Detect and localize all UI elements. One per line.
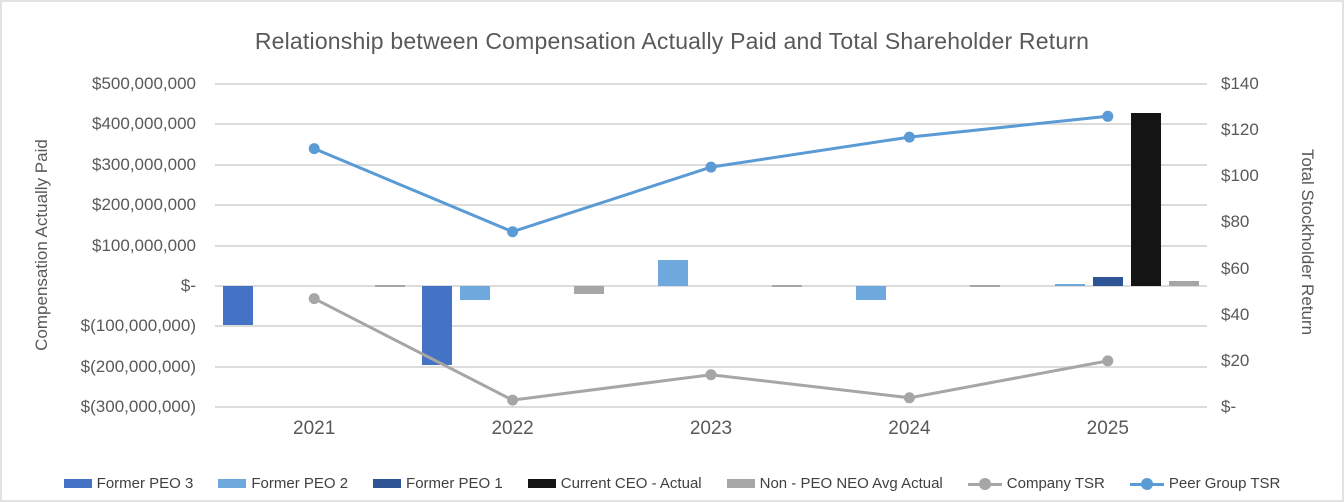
legend-bar-swatch <box>63 479 92 488</box>
bar-non-peo-neo-avg-actual-2023 <box>772 284 802 287</box>
peer-group-tsr-line <box>313 114 1108 234</box>
line-series-layer <box>308 110 1114 406</box>
right-axis-tick: $80 <box>1221 212 1250 232</box>
legend-item-company-tsr: Company TSR <box>967 475 1105 492</box>
peer-group-tsr-marker-2025 <box>1102 110 1114 122</box>
legend-marker-dot <box>1140 477 1153 490</box>
bar-non-peo-neo-avg-actual-2024 <box>970 285 1001 288</box>
legend-label: Non - PEO NEO Avg Actual <box>759 475 943 492</box>
left-axis-tick: $(200,000,000) <box>80 356 196 376</box>
left-axis-tick: $300,000,000 <box>92 154 196 174</box>
left-axis-tick: $- <box>180 275 196 295</box>
gridline <box>215 284 1207 287</box>
bar-former-peo-2-2023 <box>658 260 688 286</box>
right-axis-tick: $20 <box>1221 350 1250 370</box>
legend-marker-dot <box>978 477 991 490</box>
bar-former-peo-2-2022 <box>459 285 490 301</box>
company-tsr-marker-2024 <box>903 392 915 404</box>
right-axis-tick: $60 <box>1221 258 1250 278</box>
x-axis-label-2025: 2025 <box>1086 418 1129 439</box>
legend-item-former-peo-2: Former PEO 2 <box>218 475 348 492</box>
x-axis-label-2022: 2022 <box>491 418 534 439</box>
left-axis-tick: $200,000,000 <box>92 195 196 215</box>
peer-group-tsr-marker-2024 <box>903 131 915 143</box>
peer-group-tsr-marker-2023 <box>705 161 717 173</box>
gridline <box>215 325 1207 328</box>
legend-line-swatch <box>967 477 1002 490</box>
legend-bar-swatch <box>218 479 247 488</box>
legend-item-former-peo-3: Former PEO 3 <box>63 475 194 492</box>
bar-former-peo-3-2022 <box>421 285 452 365</box>
left-axis-tick: $100,000,000 <box>92 235 196 255</box>
left-axis-tick: $400,000,000 <box>92 114 196 134</box>
gridline <box>215 123 1207 126</box>
legend-bar-swatch <box>726 479 755 488</box>
legend-label: Peer Group TSR <box>1168 475 1281 492</box>
legend: Former PEO 3 Former PEO 2 Former PEO 1 Curr… <box>2 475 1342 492</box>
chart-title: Relationship between Compensation Actual… <box>254 28 1090 54</box>
right-axis-tick: $120 <box>1221 120 1259 140</box>
company-tsr-marker-2021 <box>308 293 320 305</box>
x-axis-label-2023: 2023 <box>689 418 733 439</box>
left-axis-title: Compensation Actually Paid <box>32 139 51 351</box>
bar-former-peo-2-2024 <box>856 285 887 300</box>
right-axis-title: Total Stockholder Return <box>1298 148 1317 336</box>
bar-non-peo-neo-avg-actual-2021 <box>375 284 406 287</box>
x-axis-label-2021: 2021 <box>293 418 336 439</box>
peer-group-tsr-marker-2022 <box>507 226 519 238</box>
legend-label: Former PEO 1 <box>406 475 503 492</box>
gridline <box>215 406 1207 408</box>
company-tsr-marker-2023 <box>705 369 717 381</box>
bar-current-ceo-actual-2025 <box>1130 113 1161 286</box>
right-axis-tick: $- <box>1221 397 1237 416</box>
x-axis-label-2024: 2024 <box>888 418 931 439</box>
gridline <box>215 244 1207 247</box>
legend-bar-swatch <box>527 479 556 488</box>
gridline <box>215 204 1207 207</box>
gridline <box>215 365 1207 368</box>
legend-label: Former PEO 3 <box>96 475 194 492</box>
legend-bar-swatch <box>373 479 402 488</box>
right-axis-tick: $100 <box>1221 166 1259 186</box>
company-tsr-marker-2022 <box>507 394 519 406</box>
legend-item-current-ceo-actual: Current CEO - Actual <box>527 475 702 492</box>
bar-non-peo-neo-avg-actual-2025 <box>1168 280 1199 286</box>
company-tsr-marker-2025 <box>1102 355 1114 367</box>
bar-former-peo-3-2021 <box>223 285 254 326</box>
left-axis-tick: $(100,000,000) <box>80 316 196 336</box>
company-tsr-line <box>313 297 1109 402</box>
legend-label: Company TSR <box>1006 475 1105 492</box>
left-axis-tick: $500,000,000 <box>92 74 196 93</box>
gridline <box>215 83 1207 85</box>
bar-former-peo-1-2025 <box>1092 277 1123 286</box>
legend-item-former-peo-1: Former PEO 1 <box>373 475 503 492</box>
bar-non-peo-neo-avg-actual-2022 <box>573 285 604 294</box>
right-axis-tick: $40 <box>1221 304 1250 324</box>
legend-item-peer-group-tsr: Peer Group TSR <box>1129 475 1281 492</box>
legend-label: Former PEO 2 <box>251 475 349 492</box>
legend-label: Current CEO - Actual <box>560 475 702 492</box>
legend-line-swatch <box>1129 477 1164 490</box>
left-axis-tick: $(300,000,000) <box>80 397 196 416</box>
peer-group-tsr-marker-2021 <box>308 143 320 155</box>
right-axis-tick: $140 <box>1221 74 1259 93</box>
bar-former-peo-2-2025 <box>1054 283 1085 286</box>
legend-item-non-peo-neo-avg-actual: Non - PEO NEO Avg Actual <box>726 475 943 492</box>
